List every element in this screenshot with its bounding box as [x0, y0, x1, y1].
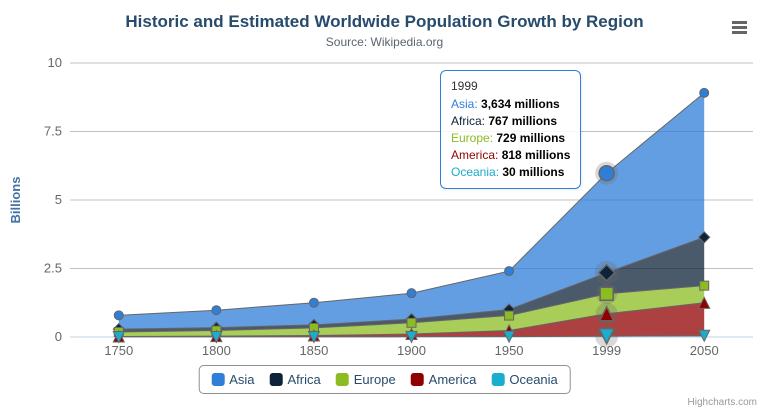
export-menu-button[interactable]	[732, 21, 747, 34]
hamburger-icon	[732, 21, 747, 24]
marker-asia-1850[interactable]	[308, 297, 319, 308]
x-axis-label: 1999	[592, 343, 621, 358]
marker-europe-1999[interactable]	[599, 286, 614, 302]
marker-oceania-1800[interactable]	[210, 330, 223, 344]
x-axis-label: 1950	[495, 343, 524, 358]
area-america[interactable]	[118, 302, 705, 337]
y-axis-label: 10	[48, 55, 62, 70]
legend-item-america[interactable]: America	[410, 372, 477, 387]
legend-label: Oceania	[509, 372, 558, 387]
legend-item-europe[interactable]: Europe	[335, 372, 396, 387]
hamburger-icon	[732, 31, 747, 34]
legend-item-africa[interactable]: Africa	[269, 372, 321, 387]
area-africa[interactable]	[118, 237, 705, 332]
y-axis-label: 0	[55, 329, 62, 344]
marker-asia-1800[interactable]	[211, 305, 222, 316]
marker-oceania-1850[interactable]	[307, 330, 321, 344]
y-axis-label: 5	[55, 192, 62, 207]
legend-item-oceania[interactable]: Oceania	[491, 372, 558, 387]
legend-swatch-icon	[410, 373, 424, 386]
y-axis-title: Billions	[8, 177, 23, 224]
legend-label: Asia	[229, 372, 255, 387]
chart-title: Historic and Estimated Worldwide Populat…	[125, 12, 644, 31]
x-axis-label: 1800	[202, 343, 231, 358]
marker-oceania-1999[interactable]	[597, 327, 616, 346]
x-axis-label: 1750	[104, 343, 133, 358]
credits-link[interactable]: Highcharts.com	[687, 397, 757, 408]
marker-oceania-1750[interactable]	[112, 330, 126, 344]
marker-oceania-2050[interactable]	[697, 329, 711, 343]
marker-europe-1900[interactable]	[406, 317, 417, 328]
y-axis-label: 2.5	[44, 261, 62, 276]
legend-label: Africa	[287, 372, 321, 387]
chart-subtitle: Source: Wikipedia.org	[325, 35, 444, 49]
y-axis-label: 7.5	[44, 124, 62, 139]
marker-asia-2050[interactable]	[699, 87, 710, 98]
x-axis-label: 1850	[299, 343, 328, 358]
legend-swatch-icon	[491, 373, 505, 386]
marker-africa-2050[interactable]	[698, 231, 711, 244]
marker-asia-1950[interactable]	[504, 266, 515, 277]
legend: Asia Africa Europe America Oceania	[198, 365, 571, 394]
marker-oceania-1900[interactable]	[405, 330, 418, 344]
hamburger-icon	[732, 26, 747, 29]
legend-swatch-icon	[269, 373, 283, 386]
legend-swatch-icon	[211, 373, 225, 386]
legend-swatch-icon	[335, 373, 349, 386]
legend-label: Europe	[353, 372, 396, 387]
marker-america-2050[interactable]	[697, 296, 711, 309]
marker-asia-1750[interactable]	[113, 310, 124, 321]
marker-asia-1900[interactable]	[406, 288, 417, 299]
x-axis-label: 1900	[397, 343, 426, 358]
marker-america-1999[interactable]	[598, 305, 615, 322]
x-axis-label: 2050	[690, 343, 719, 358]
area-asia[interactable]	[118, 92, 705, 330]
marker-africa-1999[interactable]	[597, 263, 616, 282]
marker-europe-2050[interactable]	[699, 280, 710, 291]
marker-europe-1950[interactable]	[504, 310, 515, 321]
legend-item-asia[interactable]: Asia	[211, 372, 255, 387]
marker-asia-1999[interactable]	[598, 164, 615, 182]
legend-label: America	[428, 372, 477, 387]
marker-oceania-1950[interactable]	[502, 330, 516, 344]
